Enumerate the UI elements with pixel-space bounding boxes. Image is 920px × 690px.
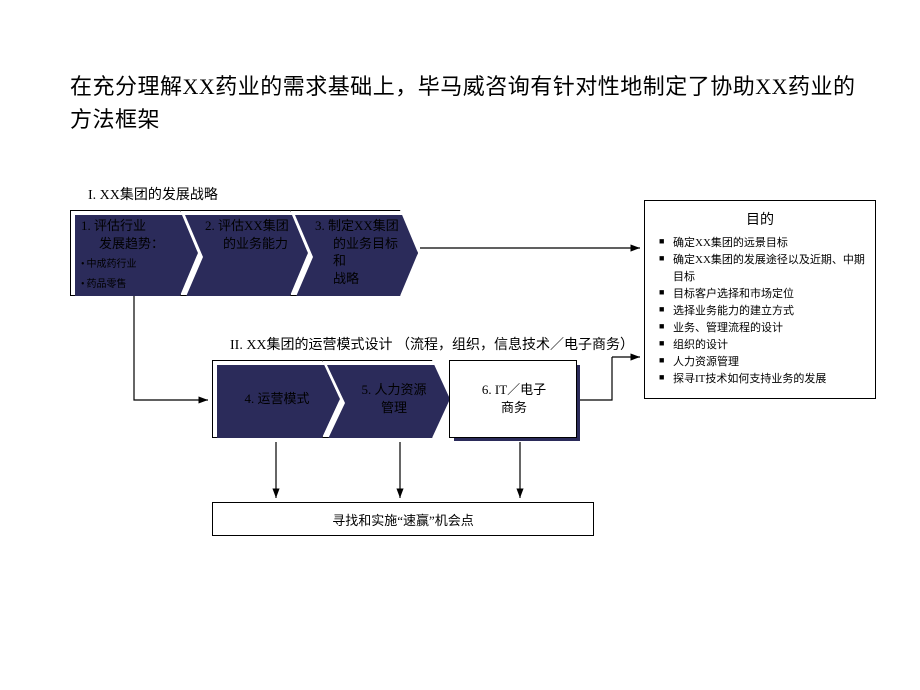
step-5-l1: 5. 人力资源	[361, 382, 426, 397]
step-3-line2: 的业务目标和	[333, 236, 398, 269]
step-2-line1: 2. 评估XX集团	[205, 218, 289, 233]
slide: 在充分理解XX药业的需求基础上，毕马威咨询有针对性地制定了协助XX药业的方法框架…	[0, 0, 920, 690]
goals-item: 业务、管理流程的设计	[659, 320, 865, 337]
step-5-l2: 管理	[381, 400, 407, 415]
step-1-sub1: 中成药行业	[87, 259, 137, 270]
bottom-box: 寻找和实施“速赢”机会点	[212, 502, 594, 536]
bottom-label: 寻找和实施“速赢”机会点	[332, 510, 474, 529]
step-3-line3: 战略	[333, 271, 359, 286]
step-4: 4. 运营模式	[212, 360, 340, 438]
row-1: 1. 评估行业 发展趋势： •中成药行业 •药品零售 2. 评估XX集团 的业务…	[70, 210, 860, 296]
step-3-line1: 3. 制定XX集团	[315, 218, 399, 233]
step-1: 1. 评估行业 发展趋势： •中成药行业 •药品零售	[70, 210, 198, 296]
step-4-label: 4. 运营模式	[244, 391, 309, 406]
row-2: 4. 运营模式 5. 人力资源 管理 6. IT／电子 商务	[212, 360, 860, 438]
step-1-line2: 发展趋势：	[99, 236, 164, 251]
goals-item: 选择业务能力的建立方式	[659, 303, 865, 320]
step-6: 6. IT／电子 商务	[449, 360, 577, 438]
step-2-line2: 的业务能力	[223, 236, 288, 251]
step-1-line1: 1. 评估行业	[81, 218, 146, 233]
step-6-l1: 6. IT／电子	[482, 382, 546, 397]
page-title: 在充分理解XX药业的需求基础上，毕马威咨询有针对性地制定了协助XX药业的方法框架	[70, 70, 860, 136]
step-2: 2. 评估XX集团 的业务能力	[180, 210, 308, 296]
step-1-sub2: 药品零售	[87, 279, 127, 290]
step-3: 3. 制定XX集团 的业务目标和 战略	[290, 210, 418, 296]
step-6-l2: 商务	[501, 400, 527, 415]
step-5: 5. 人力资源 管理	[322, 360, 450, 438]
goals-item: 组织的设计	[659, 337, 865, 354]
